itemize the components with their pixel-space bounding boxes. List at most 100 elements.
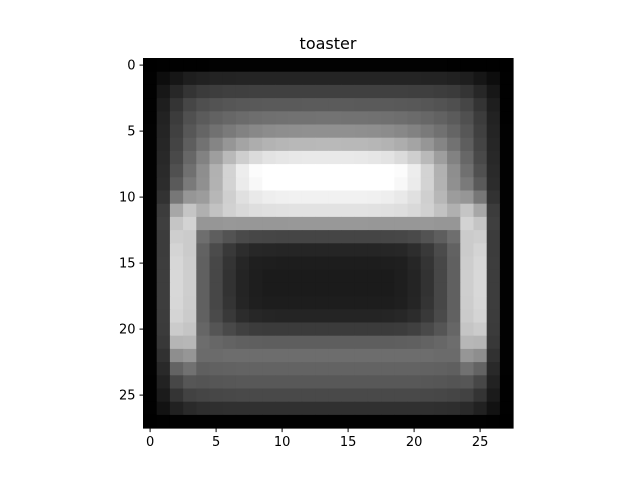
image-pixel [288,177,303,191]
image-pixel [209,71,224,86]
image-pixel [301,190,316,205]
image-pixel [420,362,435,376]
image-pixel [262,98,276,112]
image-pixel [222,256,237,271]
image-pixel [143,282,158,297]
image-pixel [473,216,488,231]
image-pixel [169,111,184,125]
image-pixel [222,216,237,231]
image-pixel [222,388,237,403]
image-pixel [183,362,197,376]
image-pixel [433,256,448,271]
image-pixel [249,401,263,416]
image-pixel [499,269,514,284]
image-pixel [407,414,422,429]
image-pixel [341,375,356,389]
image-pixel [381,362,395,376]
image-pixel [354,150,369,165]
image-pixel [354,414,369,429]
image-pixel [420,401,435,416]
image-pixel [275,335,290,350]
image-pixel [169,335,184,350]
image-pixel [407,98,422,112]
image-pixel [222,150,237,165]
image-pixel [447,375,461,389]
image-pixel [222,203,237,218]
image-pixel [394,137,408,152]
image-pixel [341,137,356,152]
image-pixel [499,243,514,257]
image-pixel [328,414,342,429]
image-pixel [367,58,382,73]
image-pixel [499,388,514,403]
image-pixel [420,348,435,363]
image-pixel [433,322,448,337]
image-pixel [460,256,474,271]
image-pixel [499,84,514,99]
image-pixel [183,137,197,152]
image-pixel [288,230,303,244]
image-pixel [301,203,316,218]
x-axis-ticks: 0 5 10 15 20 25 [146,428,488,450]
image-pixel [183,282,197,297]
image-pixel [499,362,514,376]
image-pixel [156,269,171,284]
image-pixel [473,84,488,99]
image-pixel [301,137,316,152]
image-pixel [394,309,408,323]
image-pixel [420,216,435,231]
image-pixel [447,111,461,125]
image-pixel [473,111,488,125]
image-pixel [394,58,408,73]
image-pixel [222,348,237,363]
image-pixel [394,84,408,99]
image-pixel [209,414,224,429]
image-pixel [381,414,395,429]
image-pixel [196,190,210,205]
image-pixel [420,388,435,403]
image-pixel [328,124,342,139]
image-pixel [486,124,501,139]
image-pixel [447,348,461,363]
image-pixel [341,335,356,350]
image-pixel [433,124,448,139]
image-pixel [275,84,290,99]
image-pixel [447,362,461,376]
image-pixel [196,282,210,297]
image-pixel [460,177,474,191]
image-pixel [367,190,382,205]
image-pixel [249,150,263,165]
image-pixel [235,335,250,350]
image-pixel [341,111,356,125]
image-pixel [249,177,263,191]
image-pixel [169,177,184,191]
y-tick-label: 5 [127,125,135,140]
image-pixel [499,309,514,323]
image-pixel [288,282,303,297]
image-pixel [433,309,448,323]
image-pixel [222,362,237,376]
image-pixel [499,216,514,231]
image-pixel [367,269,382,284]
image-pixel [169,216,184,231]
image-pixel [341,177,356,191]
image-pixel [209,282,224,297]
image-pixel [275,401,290,416]
image-pixel [169,414,184,429]
image-pixel [288,296,303,310]
image-pixel [407,401,422,416]
image-pixel [367,98,382,112]
image-pixel [460,216,474,231]
image-pixel [394,177,408,191]
image-pixel [169,98,184,112]
image-pixel [183,309,197,323]
image-pixel [209,58,224,73]
image-pixel [460,322,474,337]
image-pixel [447,98,461,112]
image-pixel [301,362,316,376]
image-pixel [275,243,290,257]
image-pixel [354,164,369,178]
image-pixel [262,243,276,257]
image-pixel [262,256,276,271]
image-pixel [222,98,237,112]
